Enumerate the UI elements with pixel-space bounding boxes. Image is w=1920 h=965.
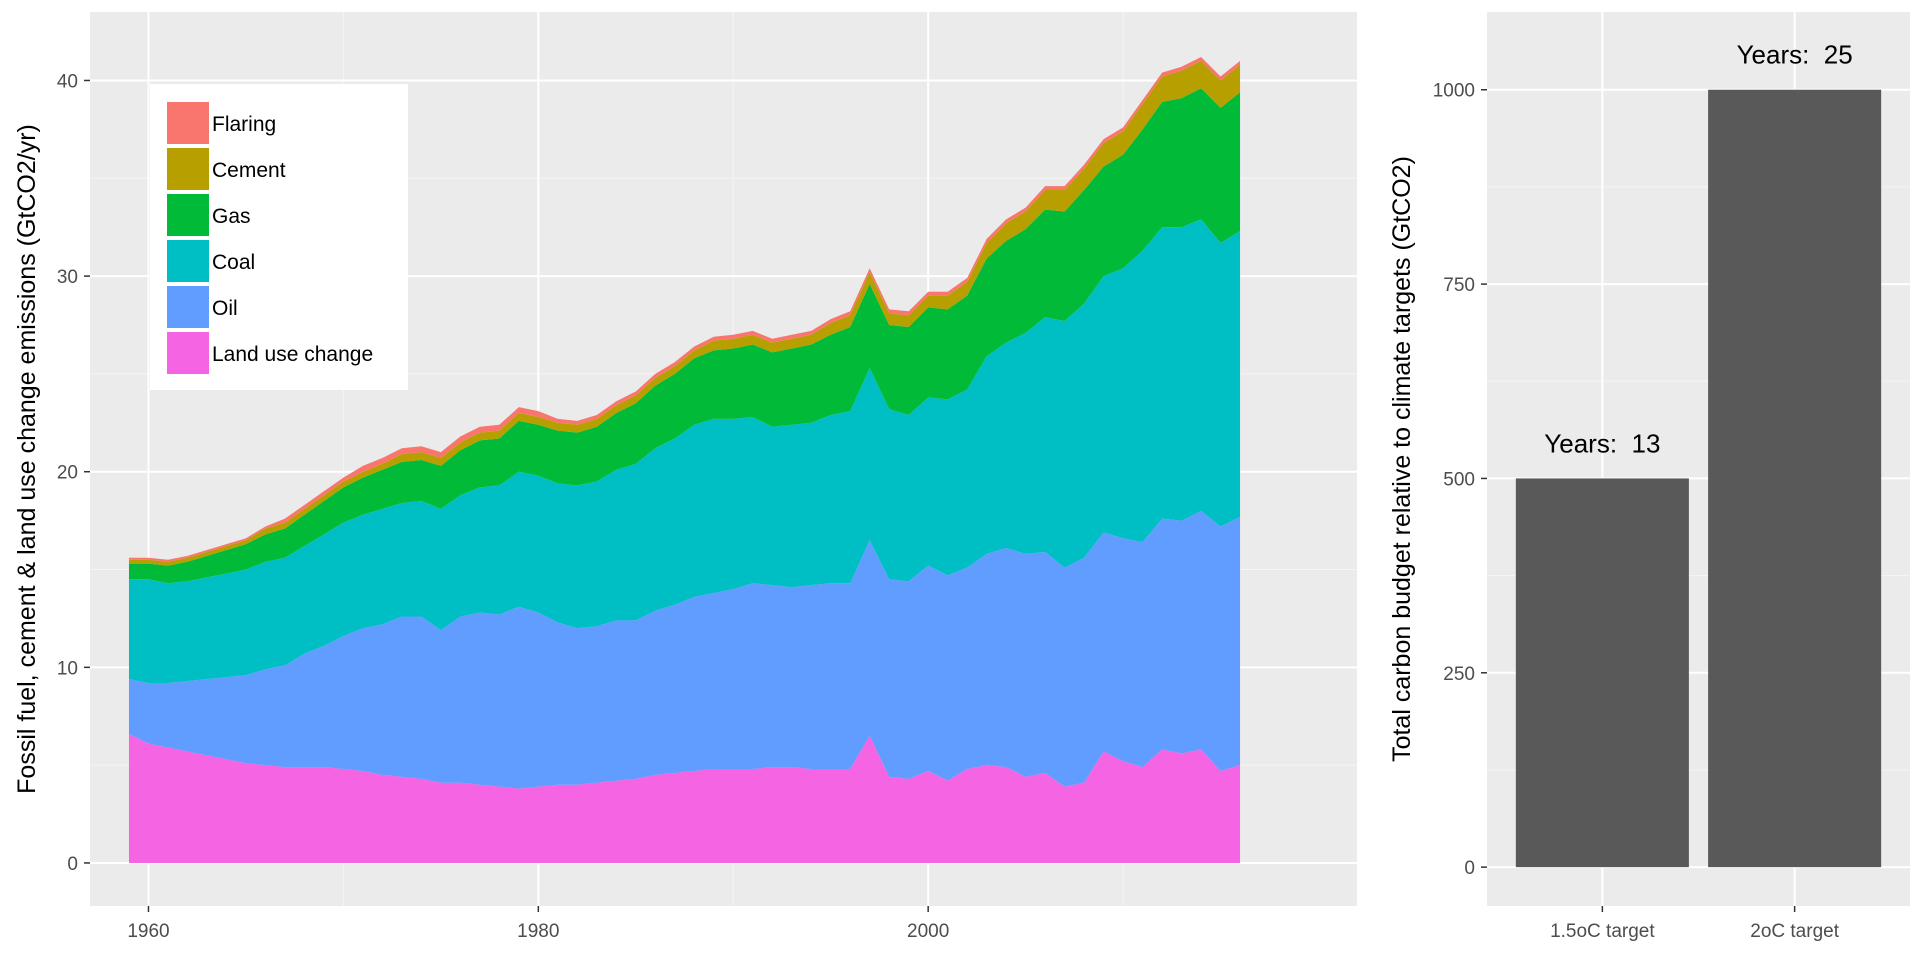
legend-key-coal [165,238,211,284]
bar-0 [1515,478,1689,868]
area-series-land-use-change [128,733,1241,863]
legend-label-land-use-change: Land use change [212,343,373,366]
bar-annotation: Years: 13 [1544,428,1660,458]
legend: Flaring Cement Gas Coal Oil Land use change [150,84,408,390]
bar-x-tick-label: 2oC target [1750,921,1839,942]
area-series-gas [128,88,1241,584]
area-series-oil [128,510,1241,789]
area-x-tick-label: 2000 [907,921,949,942]
area-y-tick-label: 10 [57,658,78,679]
legend-key-oil [165,284,211,330]
area-x-tick-label: 1980 [517,921,559,942]
legend-key-land-use-change [165,330,211,376]
bar-y-tick-label: 750 [1443,275,1475,296]
bar-y-tick-label: 250 [1443,664,1475,685]
area-y-axis-label: Fossil fuel, cement & land use change em… [13,124,41,794]
area-series-coal [128,219,1241,683]
area-series-group [128,56,1241,863]
area-y-tick-label: 30 [57,267,78,288]
bar-y-axis-label: Total carbon budget relative to climate … [1388,156,1416,762]
bar-marks-group: Years: 13 Years: 25 [1515,40,1882,868]
bar-axes: 0 250 500 750 1000 1.5oC target 2oC target [1433,81,1840,942]
area-y-tick-label: 0 [67,854,78,875]
legend-key-flaring [165,100,211,146]
legend-label-coal: Coal [212,251,255,274]
legend-key-cement [165,146,211,192]
legend-label-oil: Oil [212,297,238,320]
area-x-tick-label: 1960 [127,921,169,942]
bar-1 [1708,89,1882,868]
bar-y-tick-label: 0 [1464,858,1475,879]
area-chart-panel: 0 10 20 30 40 1960 1980 2000 Fossil fuel, cemen… [13,12,1357,942]
bar-y-tick-label: 1000 [1433,81,1475,102]
area-axes: 0 10 20 30 40 1960 1980 2000 [57,71,949,942]
legend-label-gas: Gas [212,205,251,228]
legend-label-flaring: Flaring [212,113,276,136]
bar-chart-panel: Years: 13 Years: 25 0 250 500 750 1000 1.5oC t… [1388,12,1910,942]
bar-y-tick-label: 500 [1443,469,1475,490]
legend-label-cement: Cement [212,159,286,182]
bar-x-tick-label: 1.5oC target [1550,921,1655,942]
bar-annotation: Years: 25 [1737,40,1853,70]
area-y-tick-label: 40 [57,71,78,92]
legend-key-gas [165,192,211,238]
area-y-tick-label: 20 [57,463,78,484]
